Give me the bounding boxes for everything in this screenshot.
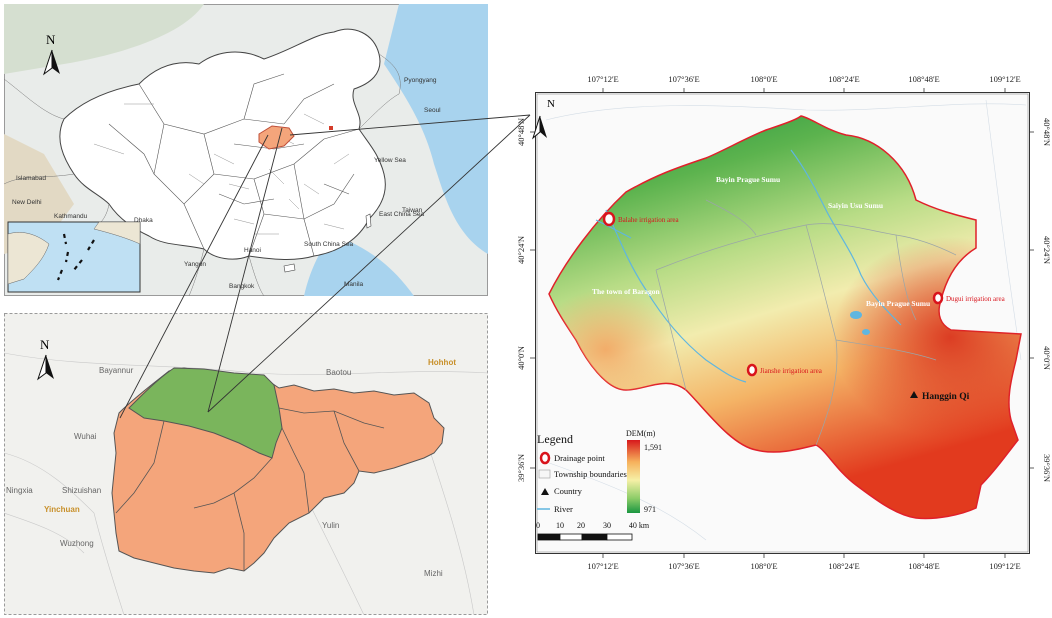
place-label: East China Sea [379, 211, 425, 218]
longitude-tick: 109°12'E [989, 561, 1020, 571]
legend-item: River [554, 504, 573, 514]
scale-label: 10 [556, 521, 564, 530]
longitude-tick: 107°36'E [668, 561, 699, 571]
dem-color-ramp [627, 440, 640, 513]
place-label: Bangkok [229, 283, 255, 290]
place-label: Wuzhong [60, 539, 94, 548]
township-boundaries [655, 199, 957, 446]
place-label: New Delhi [12, 199, 42, 206]
region-label: Bayin Prague Sumu [866, 299, 930, 308]
dem-title: DEM(m) [626, 429, 656, 438]
scale-bar [537, 533, 633, 541]
longitude-tick: 107°12'E [587, 74, 618, 84]
china-outline [59, 28, 386, 260]
legend-title: Legend [537, 432, 573, 446]
place-label: Islamabad [16, 175, 46, 182]
study-area-map: Bayin Prague Sumu Saiyin Usu Sumu The to… [506, 60, 1052, 618]
township-boundary-icon [538, 469, 551, 479]
china-overview-map: N Pyongyang Seoul Yellow Sea Taiwan Isla… [4, 4, 488, 296]
scale-label: 0 [536, 521, 540, 530]
place-label: Yinchuan [44, 505, 80, 514]
latitude-tick: 40°48'N [516, 118, 526, 146]
longitude-tick: 108°48'E [908, 74, 939, 84]
dem-max: 1,591 [644, 443, 662, 452]
longitude-tick: 108°24'E [828, 561, 859, 571]
latitude-tick: 39°36'N [516, 454, 526, 482]
north-arrow-icon [37, 354, 54, 381]
irrigation-area-label: Balahe irrigation area [618, 216, 680, 224]
longitude-tick: 108°48'E [908, 561, 939, 571]
legend-item: Township boundaries [554, 469, 627, 479]
latitude-tick: 40°0'N [516, 346, 526, 370]
place-label: Yulin [322, 521, 339, 530]
longitude-tick: 108°0'E [750, 561, 777, 571]
longitude-tick: 108°24'E [828, 74, 859, 84]
place-label: South China Sea [304, 241, 354, 248]
latitude-tick: 40°24'N [1042, 236, 1052, 264]
drainage-point-icon [602, 211, 944, 377]
river-lines [595, 149, 902, 383]
scale-label: 40 km [629, 521, 650, 530]
longitude-tick: 108°0'E [750, 74, 777, 84]
latitude-tick: 40°24'N [516, 236, 526, 264]
longitude-tick: 107°12'E [587, 561, 618, 571]
place-label: Taiwan [402, 207, 423, 214]
north-label: N [46, 32, 56, 47]
dem-min: 971 [644, 505, 656, 514]
legend-item: Country [554, 486, 583, 496]
study-province-highlight [258, 125, 295, 150]
place-label: Mizhi [424, 569, 443, 578]
place-label: Yellow Sea [374, 157, 406, 164]
county-marker-icon [910, 391, 918, 398]
irrigation-area-label: Dugui irrigation area [946, 295, 1006, 303]
latitude-tick: 40°48'N [1042, 118, 1052, 146]
place-label: Pyongyang [404, 77, 437, 84]
legend: Legend Drainage point Township boundarie… [536, 429, 662, 541]
north-arrow-icon [43, 49, 60, 76]
capital-marker [329, 126, 333, 130]
country-icon [541, 488, 549, 495]
place-label: Yangon [184, 261, 206, 268]
north-arrow-icon [531, 115, 547, 140]
latitude-tick: 40°0'N [1042, 346, 1052, 370]
place-label: Hohhot [428, 358, 456, 367]
latitude-tick: 39°36'N [1042, 454, 1052, 482]
legend-item: Drainage point [554, 453, 605, 463]
place-label: Manila [344, 281, 364, 288]
region-label: Bayin Prague Sumu [716, 175, 780, 184]
scale-label: 20 [577, 521, 585, 530]
drainage-point-icon [539, 451, 551, 465]
irrigation-area-label: Jianshe irrigation area [760, 367, 823, 375]
place-label: Kathmandu [54, 213, 88, 220]
region-label: The town of Baragon [592, 287, 661, 296]
place-label: Hanoi [244, 247, 261, 254]
region-label: Saiyin Usu Sumu [828, 201, 883, 210]
north-label: N [40, 337, 50, 352]
county-label: Hanggin Qi [922, 392, 970, 402]
place-label: Seoul [424, 107, 441, 114]
place-label: Dhaka [134, 217, 153, 224]
regional-map: N Bayannur Baotou Hohhot Wuhai Shizuisha… [4, 313, 488, 615]
place-label: Baotou [326, 368, 351, 377]
place-label: Shizuishan [62, 486, 101, 495]
north-label: N [547, 98, 555, 110]
place-label: Bayannur [99, 366, 134, 375]
longitude-tick: 109°12'E [989, 74, 1020, 84]
place-label: Ningxia [6, 486, 33, 495]
place-label: Wuhai [74, 432, 97, 441]
longitude-tick: 107°36'E [668, 74, 699, 84]
scale-label: 30 [603, 521, 611, 530]
